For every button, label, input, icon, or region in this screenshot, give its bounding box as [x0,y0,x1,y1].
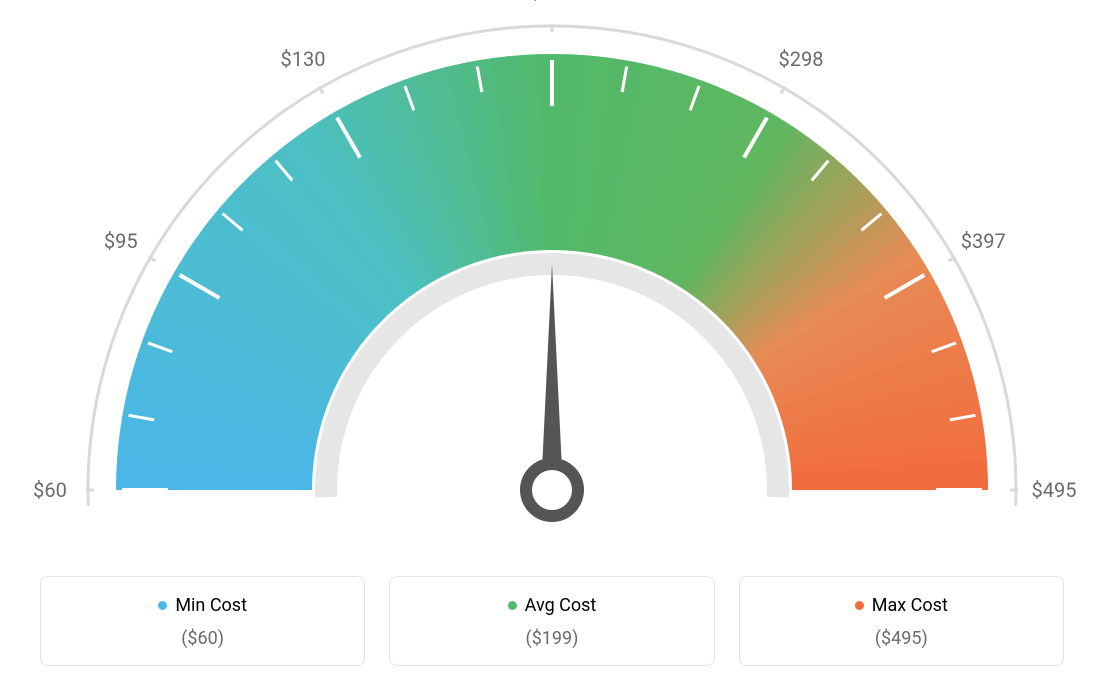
legend-value-avg: ($199) [390,628,713,649]
legend-label-max: Max Cost [872,595,948,616]
legend-value-max: ($495) [740,628,1063,649]
legend-title-avg: Avg Cost [508,595,597,616]
gauge-svg [0,0,1104,560]
legend-card-min: Min Cost ($60) [40,576,365,666]
legend-dot-avg [508,601,517,610]
gauge-tick-label: $298 [779,47,824,71]
legend-card-avg: Avg Cost ($199) [389,576,714,666]
legend-row: Min Cost ($60) Avg Cost ($199) Max Cost … [40,576,1064,666]
gauge-tick-label: $60 [33,478,67,502]
legend-value-min: ($60) [41,628,364,649]
gauge-chart: $60 $95 $130 $199 $298 $397 $495 [0,0,1104,560]
gauge-tick-label: $397 [961,229,1006,253]
gauge-tick-label: $95 [104,229,138,253]
legend-title-min: Min Cost [158,595,247,616]
legend-label-avg: Avg Cost [525,595,597,616]
gauge-tick-label: $130 [281,47,326,71]
legend-dot-max [855,601,864,610]
legend-dot-min [158,601,167,610]
legend-label-min: Min Cost [175,595,247,616]
gauge-tick-label: $199 [530,0,575,4]
cost-gauge-container: $60 $95 $130 $199 $298 $397 $495 Min Cost ($60… [0,0,1104,690]
legend-card-max: Max Cost ($495) [739,576,1064,666]
gauge-tick-label: $495 [1032,478,1077,502]
legend-title-max: Max Cost [855,595,948,616]
